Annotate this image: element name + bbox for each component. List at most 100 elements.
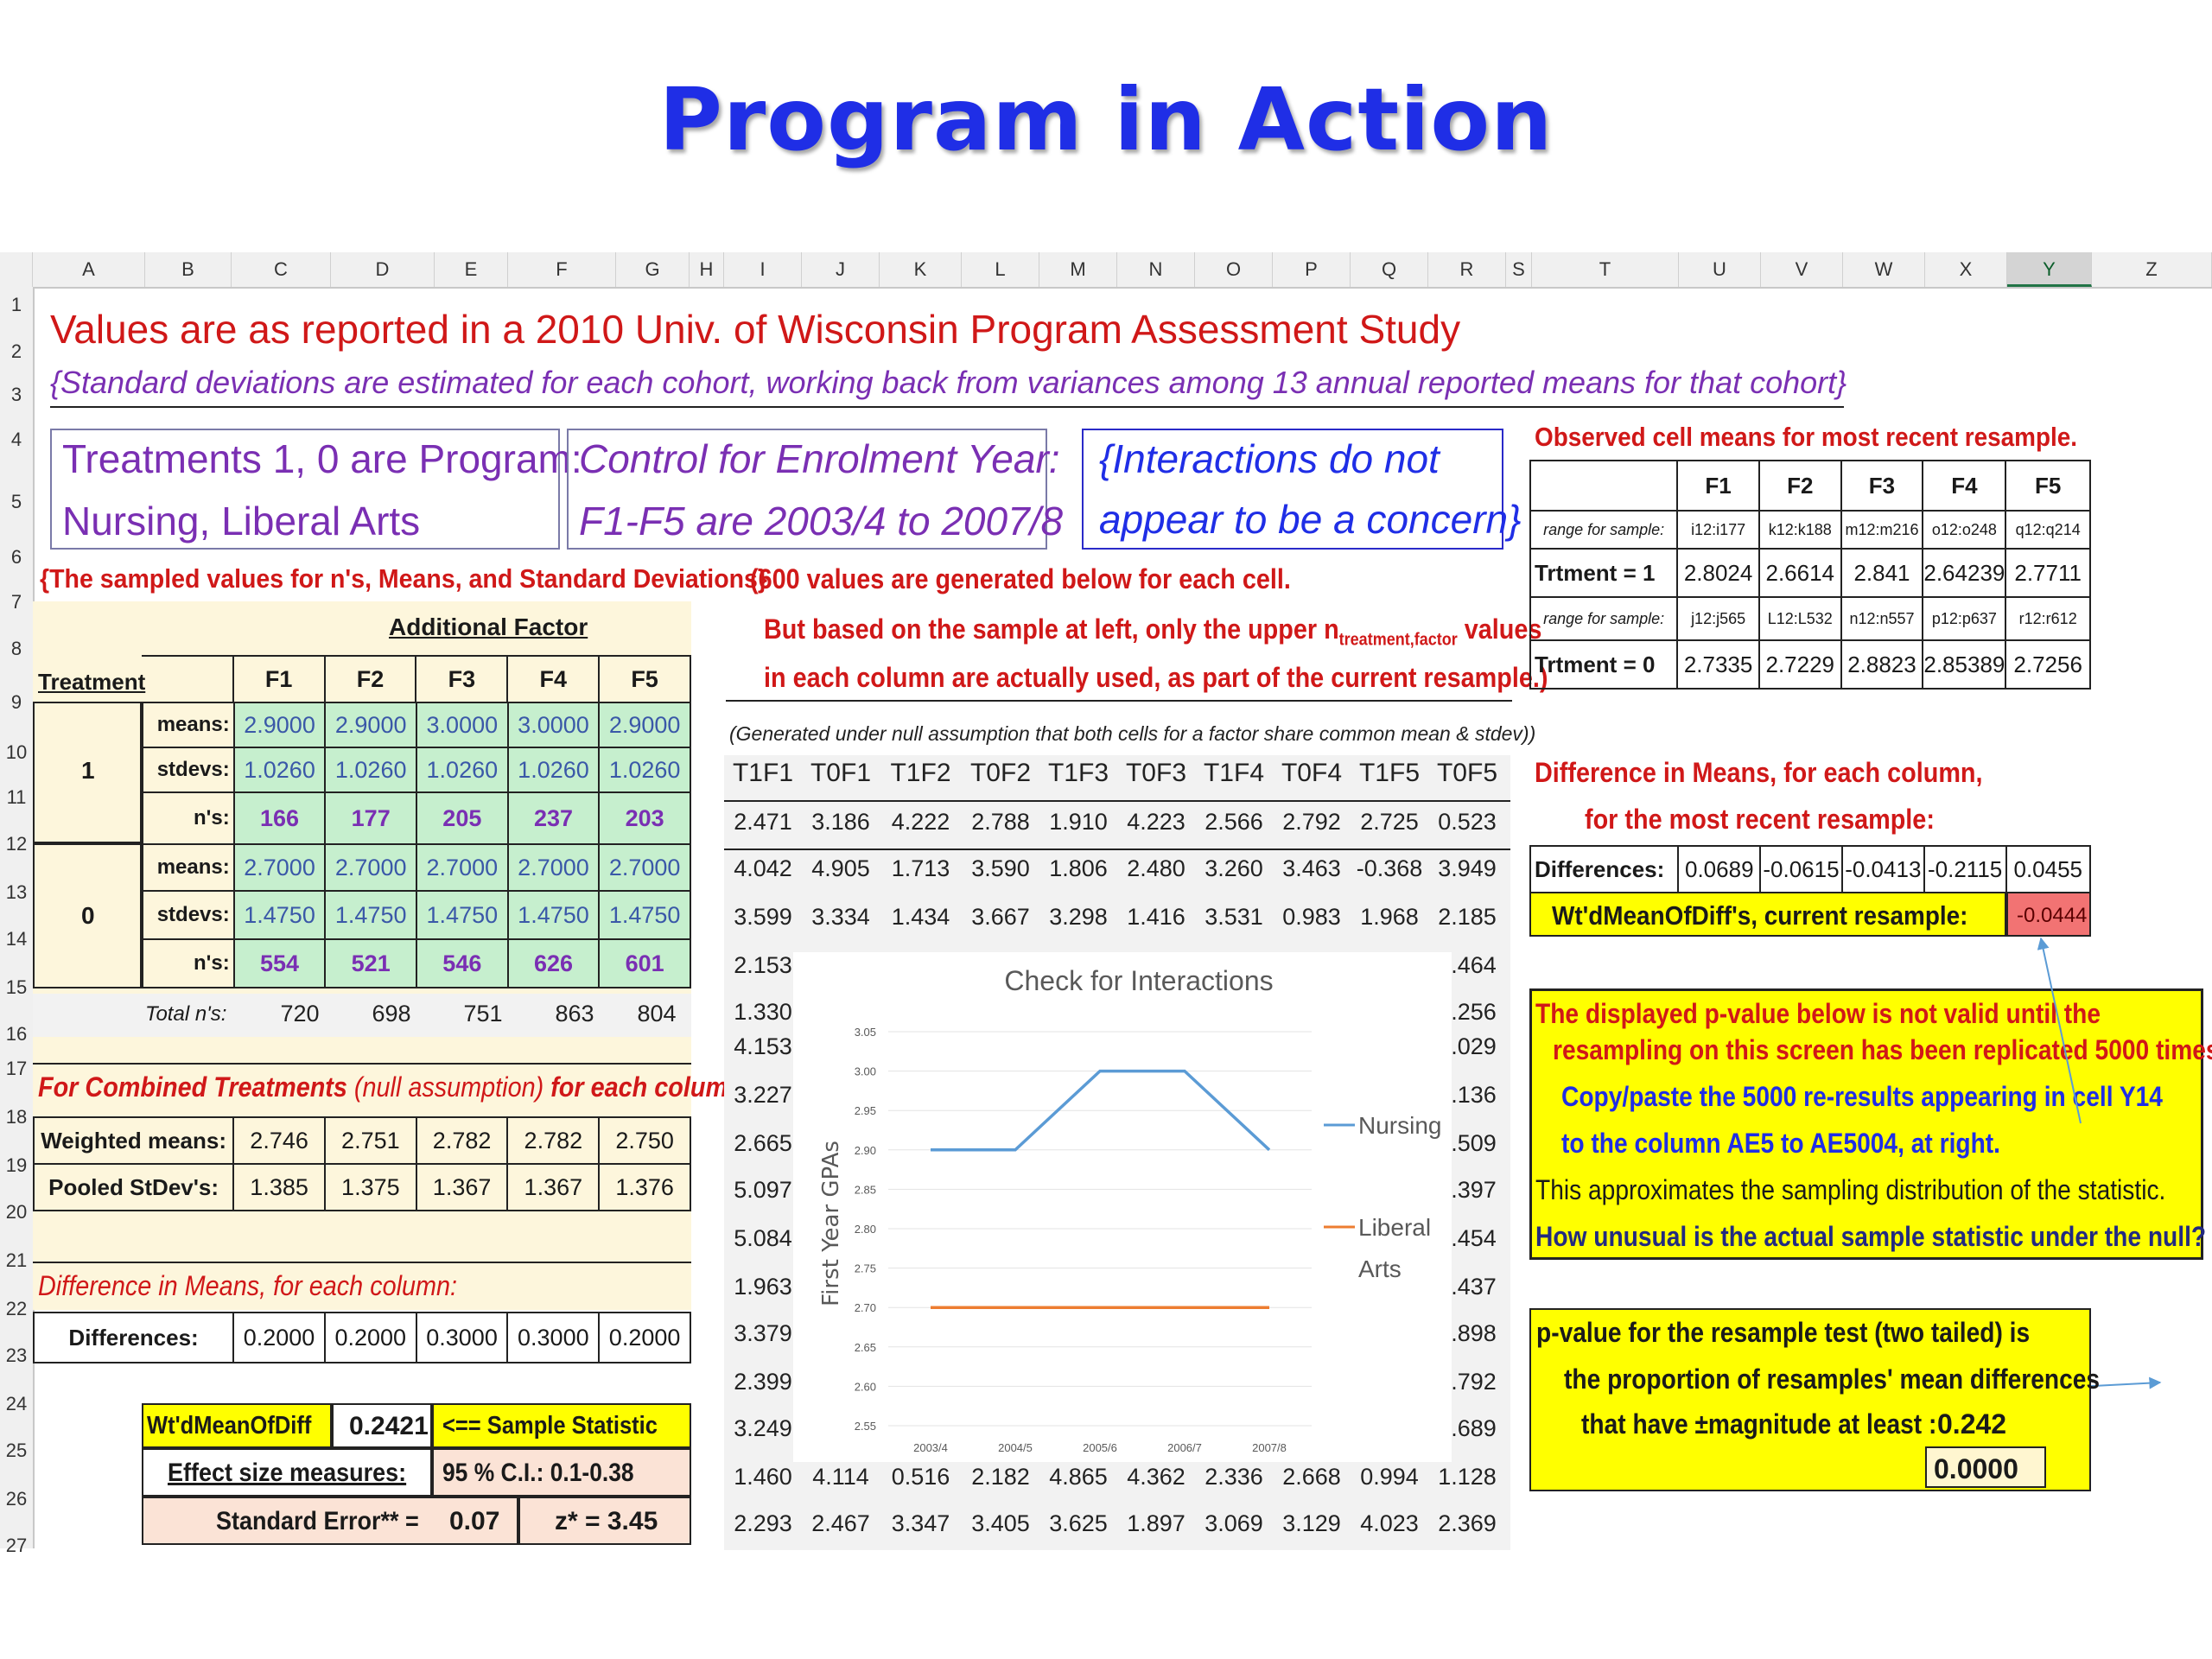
gen-col-header[interactable]: T0F4 [1281,759,1343,787]
col-header-a[interactable]: A [33,252,145,287]
col-header-s[interactable]: S [1506,252,1532,287]
difference-cell[interactable]: 0.2000 [323,1312,417,1363]
obs-t0-cell[interactable]: 2.7335 [1676,639,1760,690]
gen-cell[interactable]: 4.114 [812,1464,869,1490]
row-header[interactable]: 2 [10,340,22,362]
z-value[interactable]: z* = 3.45 [555,1507,658,1535]
t1-n-cell[interactable]: 237 [506,791,601,845]
row-header[interactable]: 20 [5,1201,28,1223]
pooled-stdev-cell[interactable]: 1.367 [415,1163,509,1211]
t0-n-cell[interactable]: 626 [506,938,601,988]
gen-cell[interactable]: 3.298 [1049,904,1108,930]
t1-mean-cell[interactable]: 2.9000 [324,702,418,748]
difference-cell[interactable]: 0.3000 [506,1312,601,1363]
col-header-h[interactable]: H [690,252,724,287]
pvalue-threshold[interactable]: 0.242 [1937,1408,2007,1440]
t1-mean-cell[interactable]: 3.0000 [506,702,601,748]
gen-cell[interactable]: 3.249 [734,1415,792,1441]
obs-t1-cell[interactable]: 2.7711 [2005,548,2091,598]
range-cell[interactable]: r12:r612 [2005,596,2091,641]
total-cell[interactable]: 804 [637,1001,677,1027]
gen-cell[interactable]: 2.788 [971,809,1030,835]
resample-diff-cell[interactable]: -0.2115 [1923,845,2007,893]
gen-cell[interactable]: 3.667 [971,904,1030,930]
t0-n-cell[interactable]: 521 [324,938,418,988]
gen-cell[interactable]: 2.185 [1438,904,1497,930]
obs-factor-header[interactable]: F4 [1922,460,2007,512]
col-header-g[interactable]: G [616,252,690,287]
factor-header-f3[interactable]: F3 [415,655,509,703]
range-cell[interactable]: q12:q214 [2005,510,2091,550]
resample-diff-cell[interactable]: 0.0689 [1677,845,1762,893]
gen-cell[interactable]: 2.480 [1127,855,1185,881]
weighted-mean-cell[interactable]: 2.751 [323,1116,417,1165]
gen-cell[interactable]: 5.097 [734,1177,792,1203]
gen-cell[interactable]: 4.362 [1127,1464,1185,1490]
gen-cell[interactable]: 3.625 [1049,1510,1108,1536]
col-header-d[interactable]: D [331,252,435,287]
difference-cell[interactable]: 0.2000 [598,1312,691,1363]
range-cell[interactable]: p12:p637 [1922,596,2007,641]
row-header[interactable]: 27 [5,1535,28,1556]
t1-n-cell[interactable]: 177 [324,791,418,845]
gen-col-header[interactable]: T0F5 [1436,759,1498,787]
t0-n-cell[interactable]: 554 [232,938,327,988]
t0-n-cell[interactable]: 546 [416,938,509,988]
obs-t1-cell[interactable]: 2.8024 [1676,548,1760,598]
gen-cell[interactable]: 0.994 [1360,1464,1419,1490]
col-header-u[interactable]: U [1679,252,1761,287]
t1-stdev-cell[interactable]: 1.0260 [232,747,327,793]
gen-cell[interactable]: 3.405 [971,1510,1030,1536]
weighted-mean-cell[interactable]: 2.782 [506,1116,601,1165]
t1-stdev-cell[interactable]: 1.0260 [506,747,601,793]
gen-cell[interactable]: 4.153 [734,1033,792,1059]
obs-t1-cell[interactable]: 2.6614 [1758,548,1842,598]
t1-n-cell[interactable]: 205 [416,791,509,845]
gen-cell[interactable]: 2.467 [811,1510,870,1536]
gen-cell[interactable]: 2.665 [734,1130,792,1156]
gen-cell[interactable]: 3.347 [891,1510,950,1536]
gen-cell[interactable]: 2.293 [734,1510,792,1536]
gen-cell[interactable]: 4.223 [1127,809,1185,835]
col-header-k[interactable]: K [880,252,962,287]
obs-factor-header[interactable]: F2 [1758,460,1842,512]
col-header-z[interactable]: Z [2092,252,2212,287]
gen-cell[interactable]: 3.379 [734,1320,792,1346]
t0-mean-cell[interactable]: 2.7000 [232,843,327,892]
pooled-stdev-cell[interactable]: 1.376 [598,1163,691,1211]
gen-cell[interactable]: 2.399 [734,1369,792,1395]
col-header-w[interactable]: W [1843,252,1925,287]
col-header-t[interactable]: T [1532,252,1679,287]
t0-mean-cell[interactable]: 2.7000 [506,843,601,892]
gen-cell[interactable]: 2.668 [1282,1464,1341,1490]
col-header-j[interactable]: J [802,252,880,287]
select-all-corner[interactable] [0,252,33,287]
t0-stdev-cell[interactable]: 1.4750 [506,890,601,940]
range-cell[interactable]: L12:L532 [1758,596,1842,641]
gen-cell[interactable]: 4.023 [1360,1510,1419,1536]
row-header[interactable]: 23 [5,1344,28,1366]
row-header[interactable]: 13 [5,881,28,903]
col-header-n[interactable]: N [1117,252,1195,287]
row-header[interactable]: 10 [5,741,28,763]
gen-col-header[interactable]: T0F3 [1125,759,1187,787]
t0-stdev-cell[interactable]: 1.4750 [232,890,327,940]
gen-col-header[interactable]: T1F4 [1203,759,1265,787]
gen-cell[interactable]: 3.949 [1438,855,1497,881]
range-cell[interactable]: j12:j565 [1676,596,1760,641]
pooled-stdev-cell[interactable]: 1.385 [232,1163,326,1211]
row-header[interactable]: 9 [10,691,22,713]
factor-header-f2[interactable]: F2 [323,655,417,703]
gen-cell[interactable]: 2.566 [1205,809,1263,835]
t1-mean-cell[interactable]: 3.0000 [416,702,509,748]
range-cell[interactable]: o12:o248 [1922,510,2007,550]
obs-factor-header[interactable]: F1 [1676,460,1760,512]
obs-factor-header[interactable]: F3 [1840,460,1924,512]
gen-cell[interactable]: 3.260 [1205,855,1263,881]
col-header-p[interactable]: P [1273,252,1351,287]
gen-cell[interactable]: 2.792 [1282,809,1341,835]
gen-cell[interactable]: 2.725 [1360,809,1419,835]
col-header-v[interactable]: V [1761,252,1843,287]
t0-stdev-cell[interactable]: 1.4750 [598,890,691,940]
pvalue-value[interactable]: 0.0000 [1934,1453,2018,1484]
